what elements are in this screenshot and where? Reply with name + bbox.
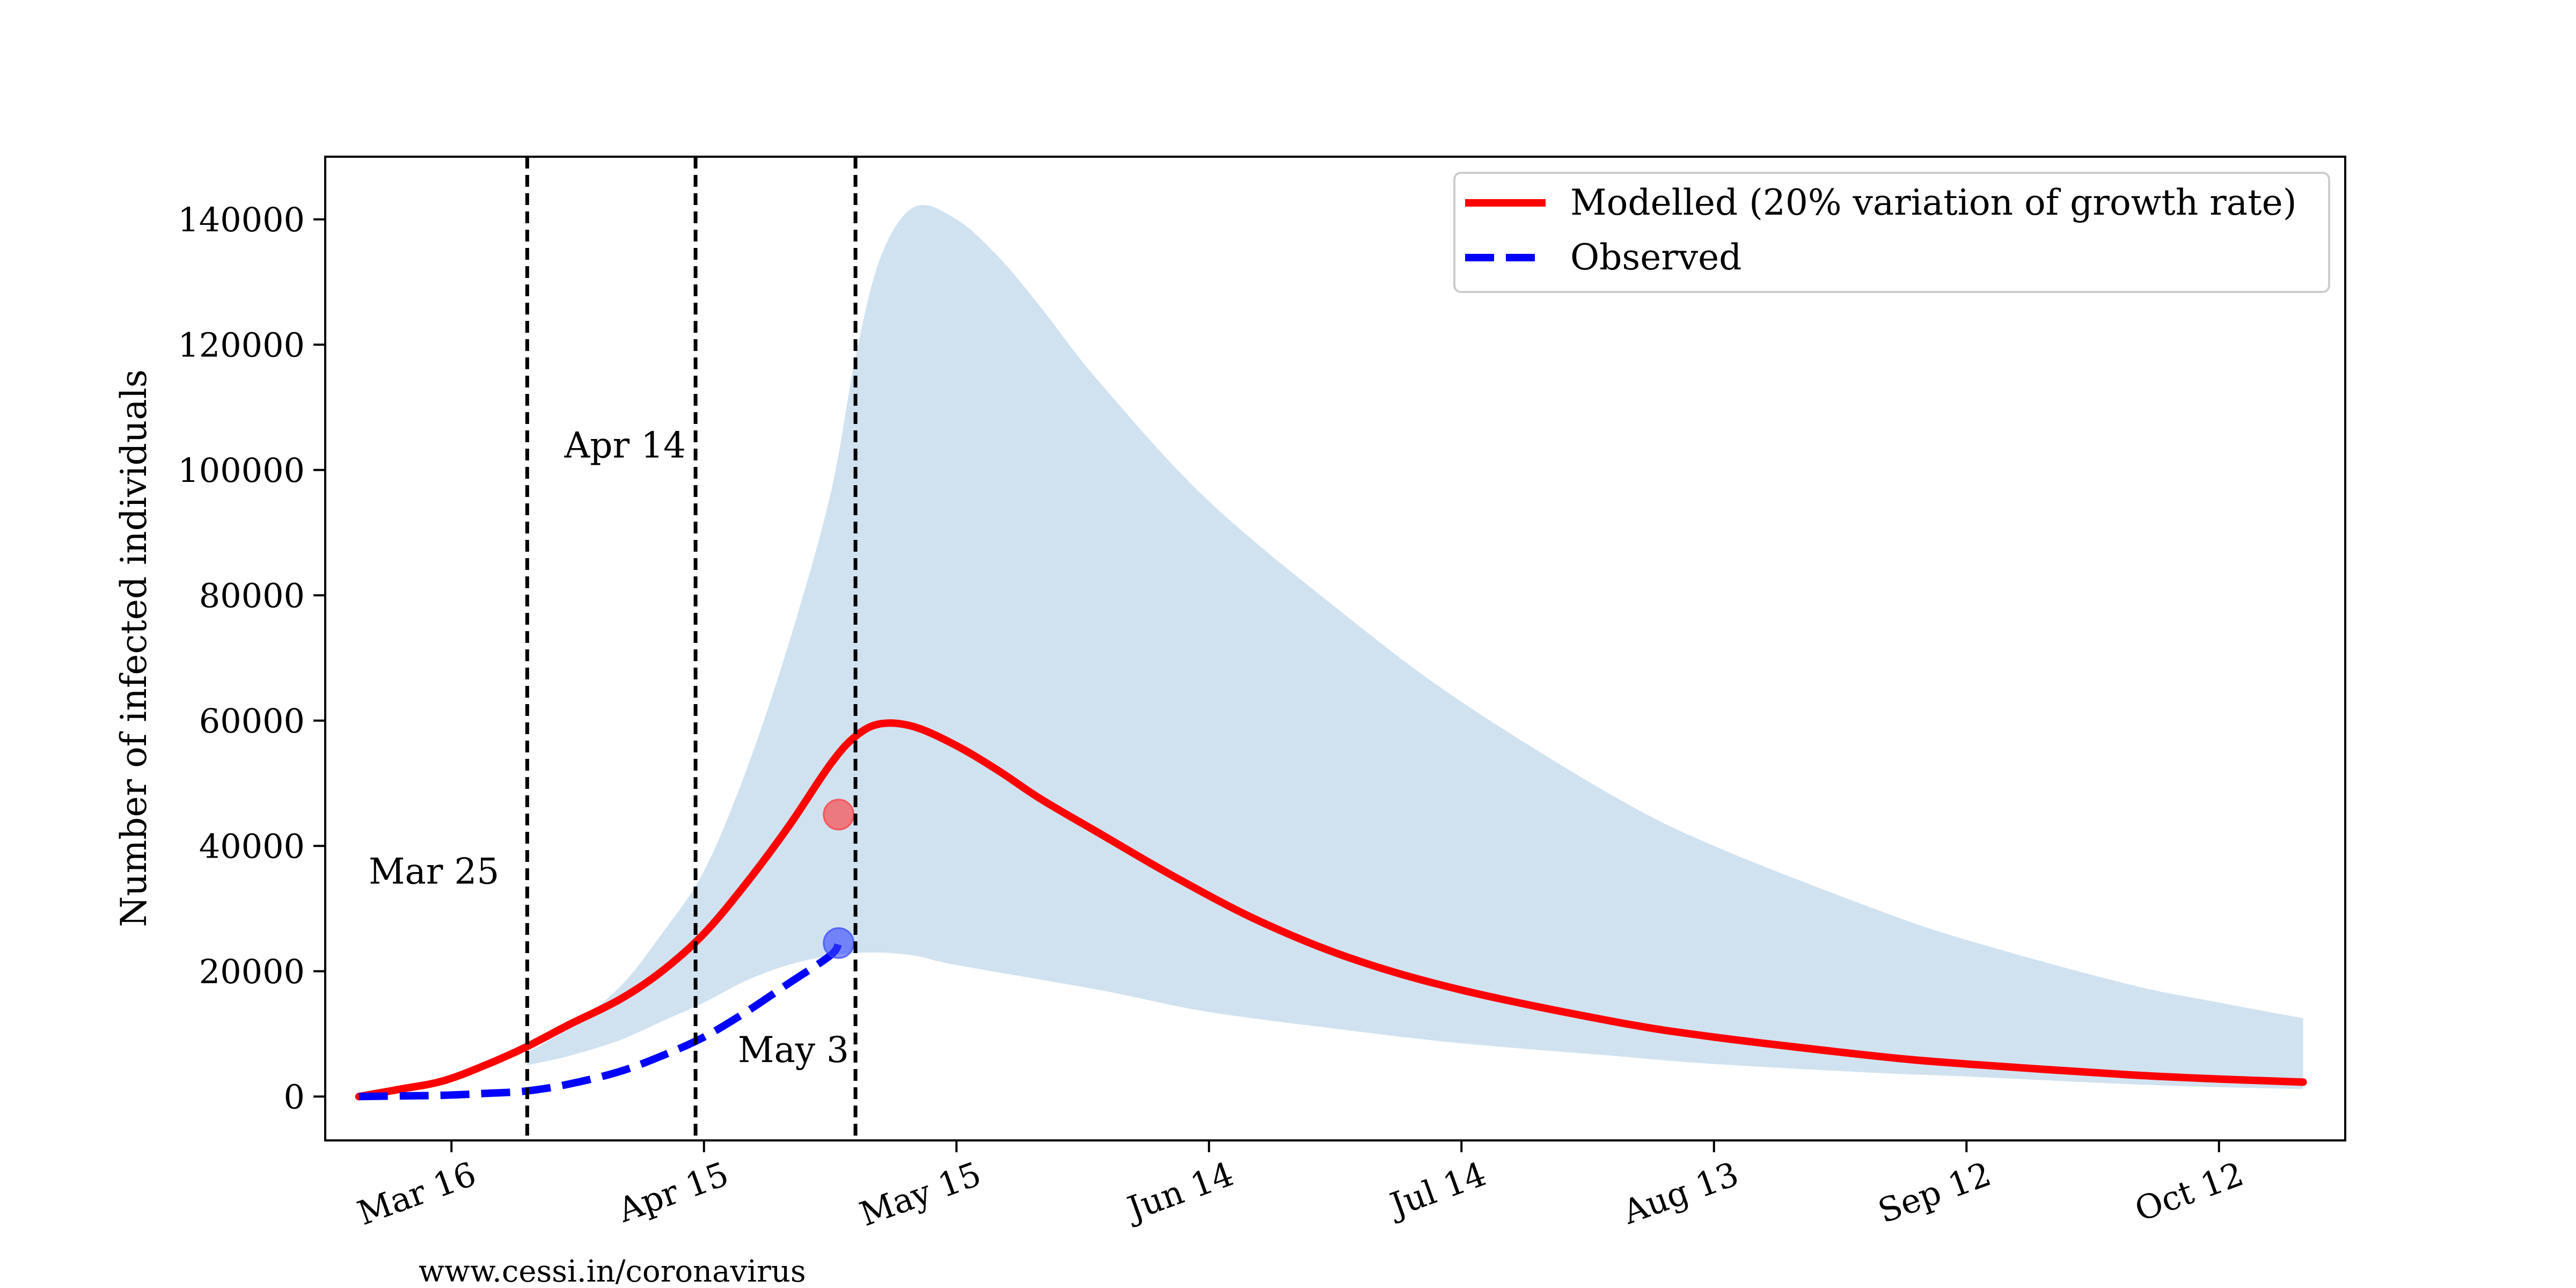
x-tick-label: Oct 12 xyxy=(2129,1154,2248,1229)
annotation-mar-25: Mar 25 xyxy=(369,851,499,892)
x-tick-label: Apr 15 xyxy=(612,1154,734,1230)
x-tick-label: Jun 14 xyxy=(1119,1154,1239,1229)
y-axis-title: Number of infected individuals xyxy=(113,369,155,927)
x-tick-label: Mar 16 xyxy=(353,1154,481,1233)
modelled-line xyxy=(355,719,2307,1101)
x-tick-label: Sep 12 xyxy=(1873,1154,1996,1231)
vline-layer: Mar 25 Apr 14 May 3 xyxy=(369,157,858,1140)
legend-entry: Observed xyxy=(1570,237,1741,278)
x-axis: Mar 16 Apr 15 May 15 Jun 14 Jul 14 Aug 13 Sep … xyxy=(353,1140,2249,1234)
y-tick-label: 40000 xyxy=(199,826,305,866)
marker-layer xyxy=(823,799,855,959)
y-tick-label: 140000 xyxy=(178,200,305,239)
x-tick-label: Aug 13 xyxy=(1617,1154,1743,1232)
y-tick-label: 120000 xyxy=(178,325,305,364)
legend-box xyxy=(1453,172,2330,293)
legend: Modelled (20% variation of growth rate) O… xyxy=(1453,172,2330,293)
y-tick-label: 0 xyxy=(284,1077,305,1116)
y-axis: 0 20000 40000 60000 80000 100000 120000 140000 xyxy=(178,200,325,1116)
y-tick-label: 60000 xyxy=(199,701,305,741)
plot-frame xyxy=(324,156,2346,1141)
y-tick-label: 100000 xyxy=(178,451,305,490)
series-layer xyxy=(355,719,2307,1101)
source-footer: www.cessi.in/coronavirus xyxy=(419,1254,806,1288)
observed-marker xyxy=(823,927,855,959)
legend-entry: Modelled (20% variation of growth rate) xyxy=(1570,182,2296,223)
y-tick-label: 80000 xyxy=(199,576,305,615)
x-tick-label: May 15 xyxy=(854,1154,986,1234)
modelled-marker xyxy=(823,799,855,831)
y-tick-label: 20000 xyxy=(199,952,305,991)
variation-band-layer xyxy=(527,204,2303,1089)
x-tick-label: Jul 14 xyxy=(1382,1154,1491,1225)
variation-band xyxy=(527,204,2303,1089)
annotation-may-3: May 3 xyxy=(738,1029,849,1071)
observed-line xyxy=(358,941,842,1101)
annotation-apr-14: Apr 14 xyxy=(564,425,686,466)
